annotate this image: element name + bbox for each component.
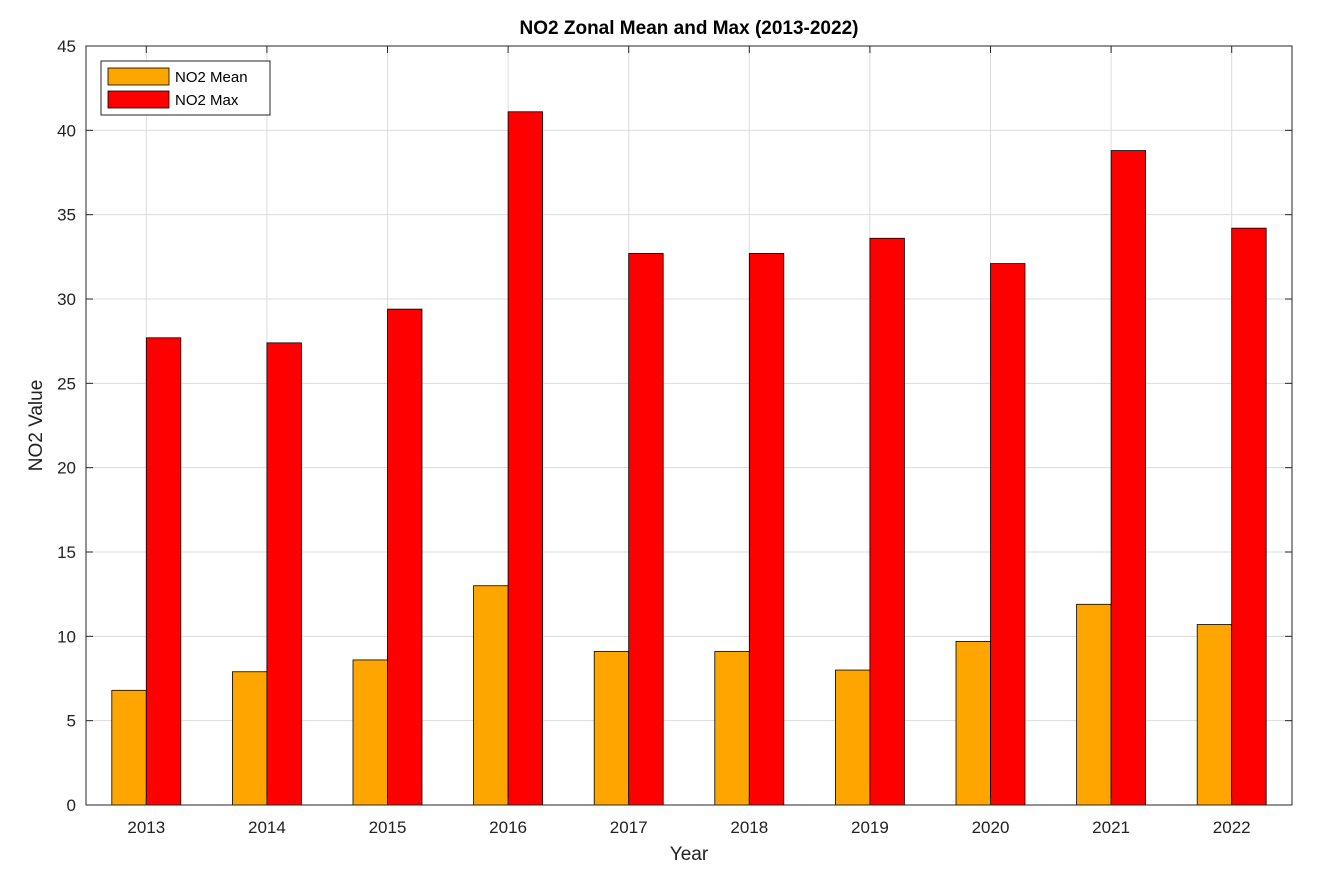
y-axis-label: NO2 Value <box>26 380 47 472</box>
y-tick-label: 20 <box>57 459 76 478</box>
bar-no2-max <box>387 308 423 806</box>
bar-no2-max <box>507 111 544 806</box>
x-tick-label: 2021 <box>1092 818 1130 837</box>
x-tick-label: 2019 <box>851 818 889 837</box>
legend-label-max: NO2 Max <box>175 92 239 109</box>
x-tick-label: 2017 <box>610 818 648 837</box>
bar-no2-mean <box>955 640 991 806</box>
bar-no2-mean <box>473 585 509 806</box>
bar-no2-mean <box>231 671 268 806</box>
legend-swatch-max <box>107 90 170 109</box>
axes-box <box>85 45 1293 806</box>
bar-no2-mean <box>352 659 388 806</box>
bar-no2-max <box>145 337 182 806</box>
bar-no2-max <box>1110 150 1146 806</box>
legend: NO2 Mean NO2 Max <box>100 60 271 116</box>
bar-no2-mean <box>593 651 630 806</box>
y-tick-label: 35 <box>57 206 76 225</box>
x-tick-label: 2018 <box>730 818 768 837</box>
x-tick-label: 2020 <box>972 818 1010 837</box>
bar-no2-max <box>1231 227 1267 806</box>
y-tick-label: 0 <box>67 796 76 815</box>
bar-no2-max <box>628 253 664 806</box>
bar-no2-mean <box>835 669 871 806</box>
y-tick-label: 15 <box>57 543 76 562</box>
x-tick-label: 2014 <box>248 818 286 837</box>
y-tick-label: 40 <box>57 121 76 140</box>
bar-no2-mean <box>1076 603 1112 806</box>
tick-labels: 0 5 10 15 20 25 30 35 40 45 2013 2014 2015 2016 2017 20… <box>57 37 1251 837</box>
x-tick-label: 2022 <box>1213 818 1251 837</box>
bar-no2-mean <box>714 651 750 806</box>
y-tick-label: 10 <box>57 627 76 646</box>
legend-swatch-mean <box>107 67 170 86</box>
bar-no2-max <box>990 263 1026 806</box>
bar-no2-max <box>869 237 905 806</box>
bar-no2-mean <box>111 689 147 806</box>
bar-no2-max <box>748 253 785 806</box>
y-tick-label: 25 <box>57 374 76 393</box>
y-tick-label: 45 <box>57 37 76 56</box>
x-axis-label: Year <box>670 844 709 865</box>
y-tick-label: 30 <box>57 290 76 309</box>
x-tick-label: 2013 <box>127 818 165 837</box>
bar-no2-max <box>266 342 302 806</box>
bar-no2-mean <box>1196 624 1233 806</box>
chart-title: NO2 Zonal Mean and Max (2013-2022) <box>520 18 859 39</box>
bars <box>111 111 1267 806</box>
x-tick-label: 2016 <box>489 818 527 837</box>
y-tick-label: 5 <box>67 712 76 731</box>
x-tick-label: 2015 <box>369 818 407 837</box>
legend-label-mean: NO2 Mean <box>175 69 248 86</box>
axes <box>85 45 1293 806</box>
